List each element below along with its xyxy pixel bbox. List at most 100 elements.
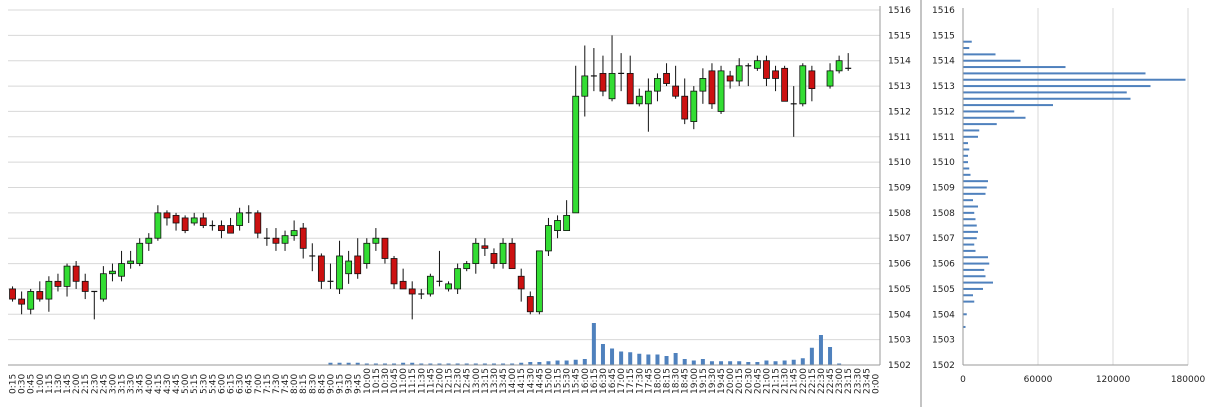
time-tick-label: 5:15 [190,374,200,394]
time-tick-label: 5:45 [208,374,218,394]
time-tick-label: 3:30 [127,374,137,394]
profile-bar [963,53,996,56]
profile-bar [963,224,977,227]
candle-body-up [109,270,116,275]
candle [91,290,98,320]
volume-profile-axes: 0 60000 120000 180000 1502 1503 1504 1505 1506 15… [932,6,1205,385]
volume-bar [491,363,496,365]
profile-x-tick-label: 60000 [1024,375,1053,385]
time-tick-label: 22:00 [799,368,809,394]
candle-body-up [499,242,507,264]
time-tick-label: 7:30 [272,374,282,394]
profile-y-tick-label: 1513 [932,82,955,92]
profile-bar [963,72,1146,75]
time-tick-label: 22:15 [808,368,818,394]
candle [781,65,789,102]
volume-bar [546,361,551,365]
volume-bar [392,363,397,365]
candle-body-down [663,72,670,84]
candle [845,53,852,71]
volume-bar [773,361,778,365]
time-tick-label: 18:15 [663,368,673,394]
time-tick-label: 21:00 [762,368,772,394]
candle [681,78,689,125]
time-tick-label: 11:00 [399,368,409,394]
profile-bar [963,66,1066,69]
candle [127,250,135,269]
price-tick-label: 1516 [888,6,911,16]
candle [835,55,843,74]
time-tick-label: 10:15 [372,368,382,394]
time-tick-label: 6:45 [245,374,255,394]
time-tick-label: 8:15 [299,374,309,394]
volume-bar [410,362,415,365]
time-tick-label: 13:15 [481,368,491,394]
candle-body-down [390,258,398,285]
time-tick-label: 0:30 [18,374,28,394]
candle-body-up [281,235,289,244]
candle [772,65,779,92]
candle-body-up [835,60,843,72]
candle [399,268,407,290]
candle [654,73,661,102]
time-tick-label: 23:00 [835,368,845,394]
candlesticks [9,35,852,320]
profile-bar [963,237,977,240]
volume-bar [482,363,487,365]
candle [81,273,89,300]
candle [136,238,144,267]
volume-bar [818,335,823,365]
candle-body-up [127,260,135,264]
candle-body-up [190,217,198,224]
profile-bar [963,116,1026,119]
candle-body-up [799,65,807,105]
candle-body-down [199,217,207,226]
time-tick-label: 14:00 [508,368,518,394]
volume-bar [337,362,342,365]
candle-body-down [763,60,770,79]
candle-body-up [572,95,580,214]
candle [608,35,616,102]
profile-bar [963,243,975,246]
profile-bar [963,40,972,43]
volume-bar [455,363,460,365]
candle [163,210,171,226]
volume-bar [673,353,678,365]
candle-body-up [290,230,298,237]
candle-body-down [254,212,262,234]
time-tick-label: 4:30 [163,374,173,394]
time-tick-label: 9:30 [345,374,355,394]
candle-body-up [118,263,125,277]
time-tick-label: 11:15 [408,368,418,394]
volume-bar [537,362,542,365]
volume-bar [564,360,569,365]
profile-y-tick-label: 1507 [932,234,955,244]
profile-bar [963,262,990,265]
candle [535,250,543,315]
candle [426,273,434,297]
time-tick-label: 1:30 [54,374,64,394]
candle-body-up [236,212,244,226]
volume-bar [373,363,378,365]
candle [154,205,162,241]
volume-bar [755,362,760,365]
time-tick-label: 20:30 [744,368,754,394]
candle [408,281,416,320]
candle [9,286,16,302]
candle-body-down [72,265,80,282]
volume-bar [828,347,833,365]
candle [418,288,425,300]
profile-y-tick-label: 1515 [932,31,955,41]
candle [63,263,71,297]
candle [54,273,62,292]
profile-bar [963,199,973,202]
time-tick-label: 11:30 [417,368,427,394]
candle-body-up [563,214,571,232]
time-tick-label: 4:00 [145,374,155,394]
profile-bar [963,123,997,126]
candle [118,250,125,282]
candle-body-up [644,90,652,105]
price-tick-label: 1506 [888,260,911,270]
time-tick-label: 8:45 [317,374,327,394]
candle [363,238,371,269]
